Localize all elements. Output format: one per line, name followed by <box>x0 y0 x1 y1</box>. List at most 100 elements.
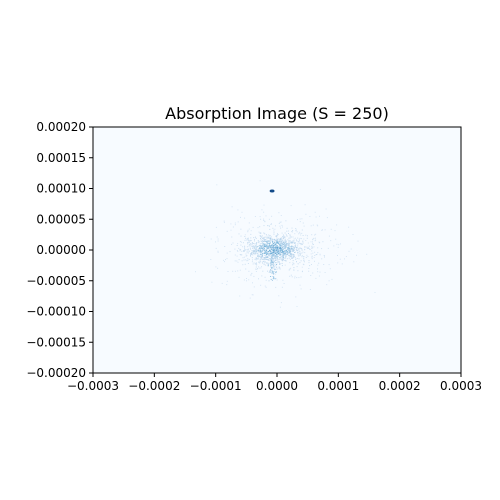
signal-pixel <box>225 259 226 261</box>
signal-pixel <box>297 254 299 256</box>
signal-pixel <box>276 240 278 242</box>
signal-pixel <box>287 252 289 254</box>
signal-pixel <box>276 266 278 268</box>
signal-pixel <box>297 219 298 221</box>
signal-pixel <box>224 246 226 247</box>
signal-pixel <box>268 218 270 220</box>
signal-pixel <box>237 270 239 272</box>
signal-pixel <box>268 234 270 236</box>
signal-pixel <box>266 245 268 247</box>
signal-pixel <box>281 240 283 242</box>
signal-pixel <box>286 235 288 237</box>
signal-pixel <box>275 262 277 264</box>
signal-pixel <box>318 262 320 264</box>
signal-pixel <box>267 256 269 258</box>
signal-pixel <box>273 246 275 248</box>
signal-pixel <box>291 257 293 259</box>
signal-pixel <box>278 239 280 241</box>
signal-pixel <box>251 250 253 252</box>
signal-pixel <box>247 258 249 260</box>
signal-pixel <box>245 249 247 251</box>
signal-pixel <box>314 255 316 256</box>
signal-pixel <box>270 258 272 260</box>
signal-pixel <box>269 251 271 253</box>
signal-pixel <box>242 242 244 244</box>
signal-pixel <box>241 254 243 256</box>
signal-pixel <box>263 241 265 242</box>
signal-pixel <box>306 254 308 256</box>
signal-pixel <box>259 180 261 182</box>
signal-pixel <box>275 252 277 254</box>
signal-pixel <box>254 243 256 245</box>
signal-pixel <box>274 247 276 249</box>
signal-pixel <box>215 226 217 228</box>
signal-pixel <box>288 245 290 247</box>
signal-pixel <box>270 269 271 271</box>
signal-pixel <box>295 229 297 231</box>
signal-pixel <box>280 249 282 251</box>
signal-pixel <box>308 262 310 264</box>
signal-pixel <box>307 235 308 237</box>
signal-pixel <box>221 282 223 284</box>
signal-pixel <box>252 243 253 245</box>
signal-pixel <box>275 253 277 255</box>
signal-pixel <box>268 225 270 227</box>
signal-pixel <box>303 238 305 240</box>
signal-pixel <box>263 211 265 213</box>
signal-pixel <box>263 218 265 220</box>
signal-pixel <box>261 237 263 239</box>
signal-pixel <box>270 260 272 262</box>
signal-pixel <box>348 226 350 228</box>
signal-pixel <box>278 267 280 269</box>
signal-pixel <box>287 244 289 246</box>
signal-pixel <box>282 259 283 261</box>
signal-pixel <box>264 240 266 242</box>
signal-pixel <box>285 242 287 244</box>
signal-pixel <box>275 257 277 259</box>
signal-pixel <box>279 261 280 263</box>
signal-pixel <box>272 241 273 243</box>
signal-pixel <box>259 251 261 253</box>
signal-pixel <box>298 238 300 240</box>
signal-pixel <box>288 230 290 232</box>
signal-pixel <box>284 253 286 254</box>
signal-pixel <box>268 245 270 247</box>
signal-pixel <box>296 250 298 252</box>
signal-pixel <box>249 297 251 299</box>
signal-pixel <box>289 251 291 253</box>
signal-pixel <box>256 243 258 245</box>
signal-pixel <box>299 250 301 252</box>
signal-pixel <box>270 240 272 242</box>
signal-pixel <box>274 244 276 246</box>
signal-pixel <box>279 268 281 270</box>
signal-pixel <box>260 239 262 241</box>
signal-pixel <box>252 259 253 261</box>
signal-pixel <box>301 218 303 220</box>
signal-pixel <box>295 243 297 245</box>
signal-pixel <box>257 256 259 257</box>
signal-pixel <box>256 246 258 248</box>
signal-pixel <box>278 249 280 251</box>
signal-pixel <box>289 240 291 242</box>
signal-pixel <box>281 255 283 257</box>
signal-pixel <box>291 248 293 250</box>
signal-pixel <box>272 240 273 242</box>
x-tick-label: −0.0001 <box>190 379 242 393</box>
signal-pixel <box>280 227 282 229</box>
signal-pixel <box>255 271 257 272</box>
signal-pixel <box>249 247 251 249</box>
signal-pixel <box>244 217 246 219</box>
signal-pixel <box>275 247 277 249</box>
signal-pixel <box>281 246 283 247</box>
signal-pixel <box>211 281 213 283</box>
signal-pixel <box>285 245 287 247</box>
x-axis: −0.0003 −0.0002 −0.0001 0.0000 0.0001 0.0002 0… <box>67 373 482 393</box>
signal-pixel <box>311 247 312 249</box>
signal-pixel <box>291 276 293 278</box>
signal-pixel <box>280 302 282 304</box>
signal-pixel <box>327 247 329 249</box>
signal-pixel <box>265 241 267 242</box>
signal-pixel <box>247 263 249 264</box>
signal-pixel <box>270 276 272 277</box>
signal-pixel <box>300 276 302 278</box>
